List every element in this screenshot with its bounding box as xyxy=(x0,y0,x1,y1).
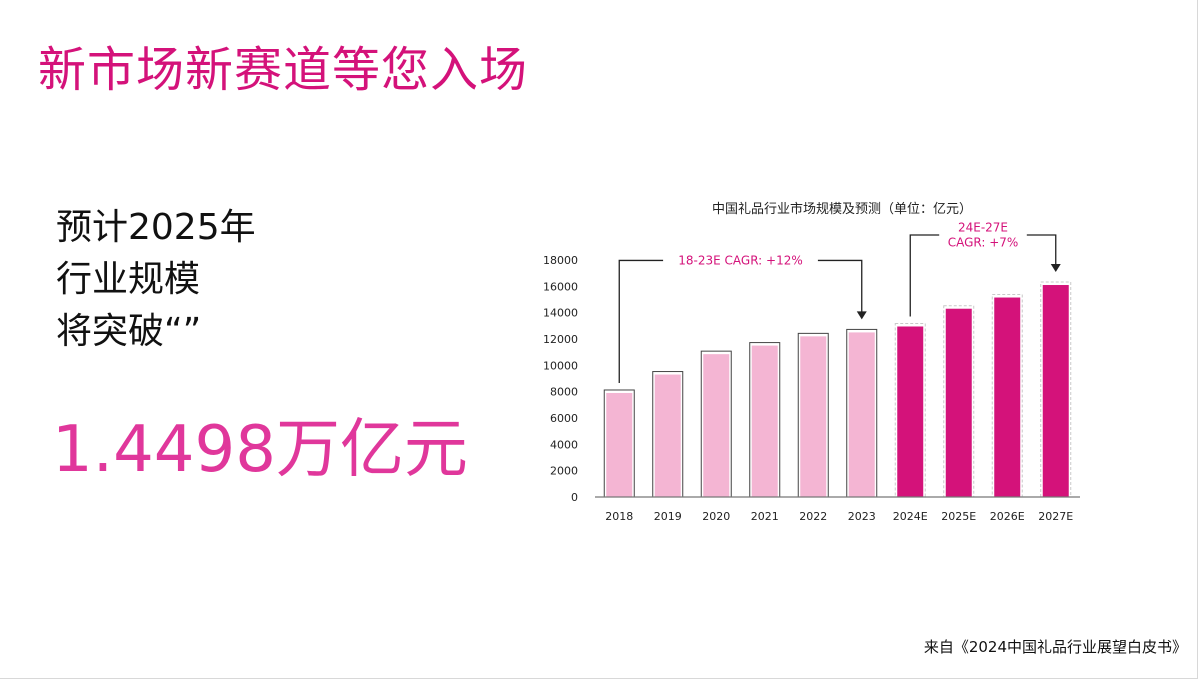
bar xyxy=(703,354,730,497)
bar-outline xyxy=(1040,281,1072,498)
x-axis: 2018 2019 2020 2021 2022 2023 2024E 2025E 2026E 2… xyxy=(595,496,1080,523)
source-note: 来自《2024中国礼品行业展望白皮书》 xyxy=(923,638,1187,656)
arrow-head-icon xyxy=(856,311,867,320)
x-tick-label: 2021 xyxy=(751,510,779,523)
chart-title: 中国礼品行业市场规模及预测（单位：亿元） xyxy=(712,201,972,217)
cagr-annotation: 18-23E CAGR: +12% xyxy=(618,251,867,383)
bar xyxy=(848,332,875,497)
bar xyxy=(654,374,681,497)
bar-outline xyxy=(894,322,926,498)
cagr-label-bg xyxy=(939,218,1027,253)
bar xyxy=(606,392,633,497)
x-tick-label: 2018 xyxy=(605,510,633,523)
y-tick-label: 0 xyxy=(571,491,578,504)
y-tick-label: 12000 xyxy=(543,333,578,346)
lead-text: 预计2025年 行业规模 将突破“” xyxy=(56,202,256,358)
x-tick-label: 2025E xyxy=(941,510,976,523)
cagr-label: 18-23E CAGR: +12% xyxy=(678,253,803,267)
lead-line-1: 预计2025年 xyxy=(56,207,256,248)
bar xyxy=(994,297,1021,497)
x-tick-label: 2019 xyxy=(654,510,682,523)
slide-title: 新市场新赛道等您入场 xyxy=(38,42,529,98)
y-axis: 0 2000 4000 6000 8000 10000 12000 14000 16000 180… xyxy=(543,254,578,504)
y-tick-label: 14000 xyxy=(543,307,578,320)
market-size-value: 1.4498万亿元 xyxy=(52,413,468,487)
bar xyxy=(1042,285,1069,497)
bar xyxy=(751,345,778,497)
y-tick-label: 18000 xyxy=(543,254,578,267)
x-tick-label: 2026E xyxy=(990,510,1025,523)
bar xyxy=(800,336,827,497)
bar xyxy=(945,308,972,497)
x-tick-label: 2023 xyxy=(848,510,876,523)
arrow-head-icon xyxy=(1050,264,1061,273)
market-size-chart: 中国礼品行业市场规模及预测（单位：亿元） 0 2000 4000 6000 8000 10… xyxy=(543,201,1080,523)
x-tick-label: 2022 xyxy=(799,510,827,523)
y-tick-label: 16000 xyxy=(543,280,578,293)
x-tick-label: 2027E xyxy=(1038,510,1073,523)
lead-line-2: 行业规模 xyxy=(56,259,201,300)
cagr-label: CAGR: +7% xyxy=(948,236,1019,250)
y-tick-label: 6000 xyxy=(550,412,578,425)
x-tick-label: 2024E xyxy=(893,510,928,523)
lead-line-3: 将突破“” xyxy=(56,311,202,352)
bars xyxy=(603,281,1072,498)
y-tick-label: 2000 xyxy=(550,465,578,478)
y-tick-label: 10000 xyxy=(543,359,578,372)
x-tick-label: 2020 xyxy=(702,510,730,523)
y-tick-label: 8000 xyxy=(550,386,578,399)
cagr-label-bg xyxy=(663,251,818,271)
cagr-label: 24E-27E xyxy=(958,221,1008,235)
bar xyxy=(897,326,924,497)
y-tick-label: 4000 xyxy=(550,438,578,451)
